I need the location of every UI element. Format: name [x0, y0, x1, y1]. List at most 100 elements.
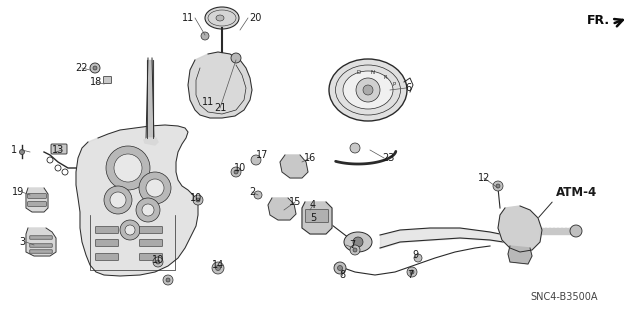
Circle shape: [163, 275, 173, 285]
Text: 20: 20: [249, 13, 261, 23]
Circle shape: [353, 237, 363, 247]
Text: 13: 13: [52, 145, 64, 155]
FancyBboxPatch shape: [28, 194, 46, 198]
Circle shape: [139, 172, 171, 204]
FancyBboxPatch shape: [30, 250, 52, 253]
FancyBboxPatch shape: [305, 210, 328, 222]
Text: 10: 10: [152, 255, 164, 265]
FancyBboxPatch shape: [30, 236, 52, 239]
Circle shape: [196, 198, 200, 202]
Circle shape: [363, 85, 373, 95]
Circle shape: [231, 53, 241, 63]
Polygon shape: [76, 125, 198, 276]
Text: N: N: [371, 70, 375, 75]
Circle shape: [350, 143, 360, 153]
Circle shape: [114, 154, 142, 182]
Text: D: D: [357, 70, 361, 75]
FancyBboxPatch shape: [30, 244, 52, 247]
Circle shape: [110, 192, 126, 208]
Text: 8: 8: [339, 270, 345, 280]
Circle shape: [125, 225, 135, 235]
Circle shape: [251, 155, 261, 165]
Text: 1: 1: [11, 145, 17, 155]
Circle shape: [120, 220, 140, 240]
Text: P: P: [392, 82, 396, 87]
Circle shape: [414, 254, 422, 262]
Text: 10: 10: [234, 163, 246, 173]
Text: ATM-4: ATM-4: [556, 186, 597, 198]
Ellipse shape: [329, 59, 407, 121]
Text: R: R: [383, 75, 387, 79]
Text: 7: 7: [349, 240, 355, 250]
Text: 9: 9: [412, 250, 418, 260]
Circle shape: [146, 179, 164, 197]
FancyBboxPatch shape: [104, 77, 111, 84]
FancyBboxPatch shape: [95, 254, 118, 261]
Ellipse shape: [205, 7, 239, 29]
Circle shape: [337, 265, 342, 271]
Circle shape: [570, 225, 582, 237]
Circle shape: [231, 167, 241, 177]
Polygon shape: [147, 60, 153, 138]
Circle shape: [201, 32, 209, 40]
Circle shape: [496, 184, 500, 188]
Circle shape: [216, 265, 221, 271]
Circle shape: [407, 267, 417, 277]
Text: 2: 2: [249, 187, 255, 197]
Text: 10: 10: [190, 193, 202, 203]
Polygon shape: [280, 155, 308, 178]
Polygon shape: [26, 188, 48, 212]
Circle shape: [234, 170, 238, 174]
Circle shape: [142, 204, 154, 216]
Circle shape: [334, 262, 346, 274]
Text: 16: 16: [304, 153, 316, 163]
Ellipse shape: [343, 71, 393, 109]
Ellipse shape: [344, 232, 372, 252]
Text: 6: 6: [405, 83, 411, 93]
Text: 17: 17: [256, 150, 268, 160]
FancyBboxPatch shape: [28, 202, 46, 206]
Polygon shape: [302, 202, 332, 234]
Text: 5: 5: [310, 213, 316, 223]
Circle shape: [353, 248, 357, 252]
Circle shape: [350, 245, 360, 255]
Polygon shape: [268, 198, 296, 220]
FancyBboxPatch shape: [140, 254, 163, 261]
FancyBboxPatch shape: [140, 240, 163, 247]
Text: 21: 21: [214, 103, 226, 113]
Polygon shape: [26, 228, 56, 256]
Text: 22: 22: [76, 63, 88, 73]
Polygon shape: [540, 228, 570, 234]
Text: 7: 7: [407, 270, 413, 280]
Circle shape: [106, 146, 150, 190]
FancyBboxPatch shape: [95, 240, 118, 247]
Polygon shape: [498, 206, 542, 252]
Circle shape: [254, 191, 262, 199]
Text: 3: 3: [19, 237, 25, 247]
Circle shape: [410, 270, 414, 274]
Circle shape: [104, 186, 132, 214]
Text: FR.: FR.: [587, 13, 610, 26]
FancyBboxPatch shape: [95, 226, 118, 234]
Text: 23: 23: [382, 153, 394, 163]
Circle shape: [93, 66, 97, 70]
Polygon shape: [188, 52, 252, 118]
Circle shape: [153, 257, 163, 267]
FancyBboxPatch shape: [51, 144, 67, 154]
Text: 15: 15: [289, 197, 301, 207]
Polygon shape: [508, 246, 532, 264]
Text: 18: 18: [90, 77, 102, 87]
Circle shape: [166, 278, 170, 282]
Circle shape: [356, 78, 380, 102]
Circle shape: [19, 150, 24, 154]
Circle shape: [212, 262, 224, 274]
Text: 19: 19: [12, 187, 24, 197]
Text: 11: 11: [182, 13, 194, 23]
Text: 4: 4: [310, 200, 316, 210]
Circle shape: [136, 198, 160, 222]
Circle shape: [90, 63, 100, 73]
Circle shape: [156, 260, 160, 264]
Circle shape: [493, 181, 503, 191]
FancyBboxPatch shape: [140, 226, 163, 234]
Text: 11: 11: [202, 97, 214, 107]
